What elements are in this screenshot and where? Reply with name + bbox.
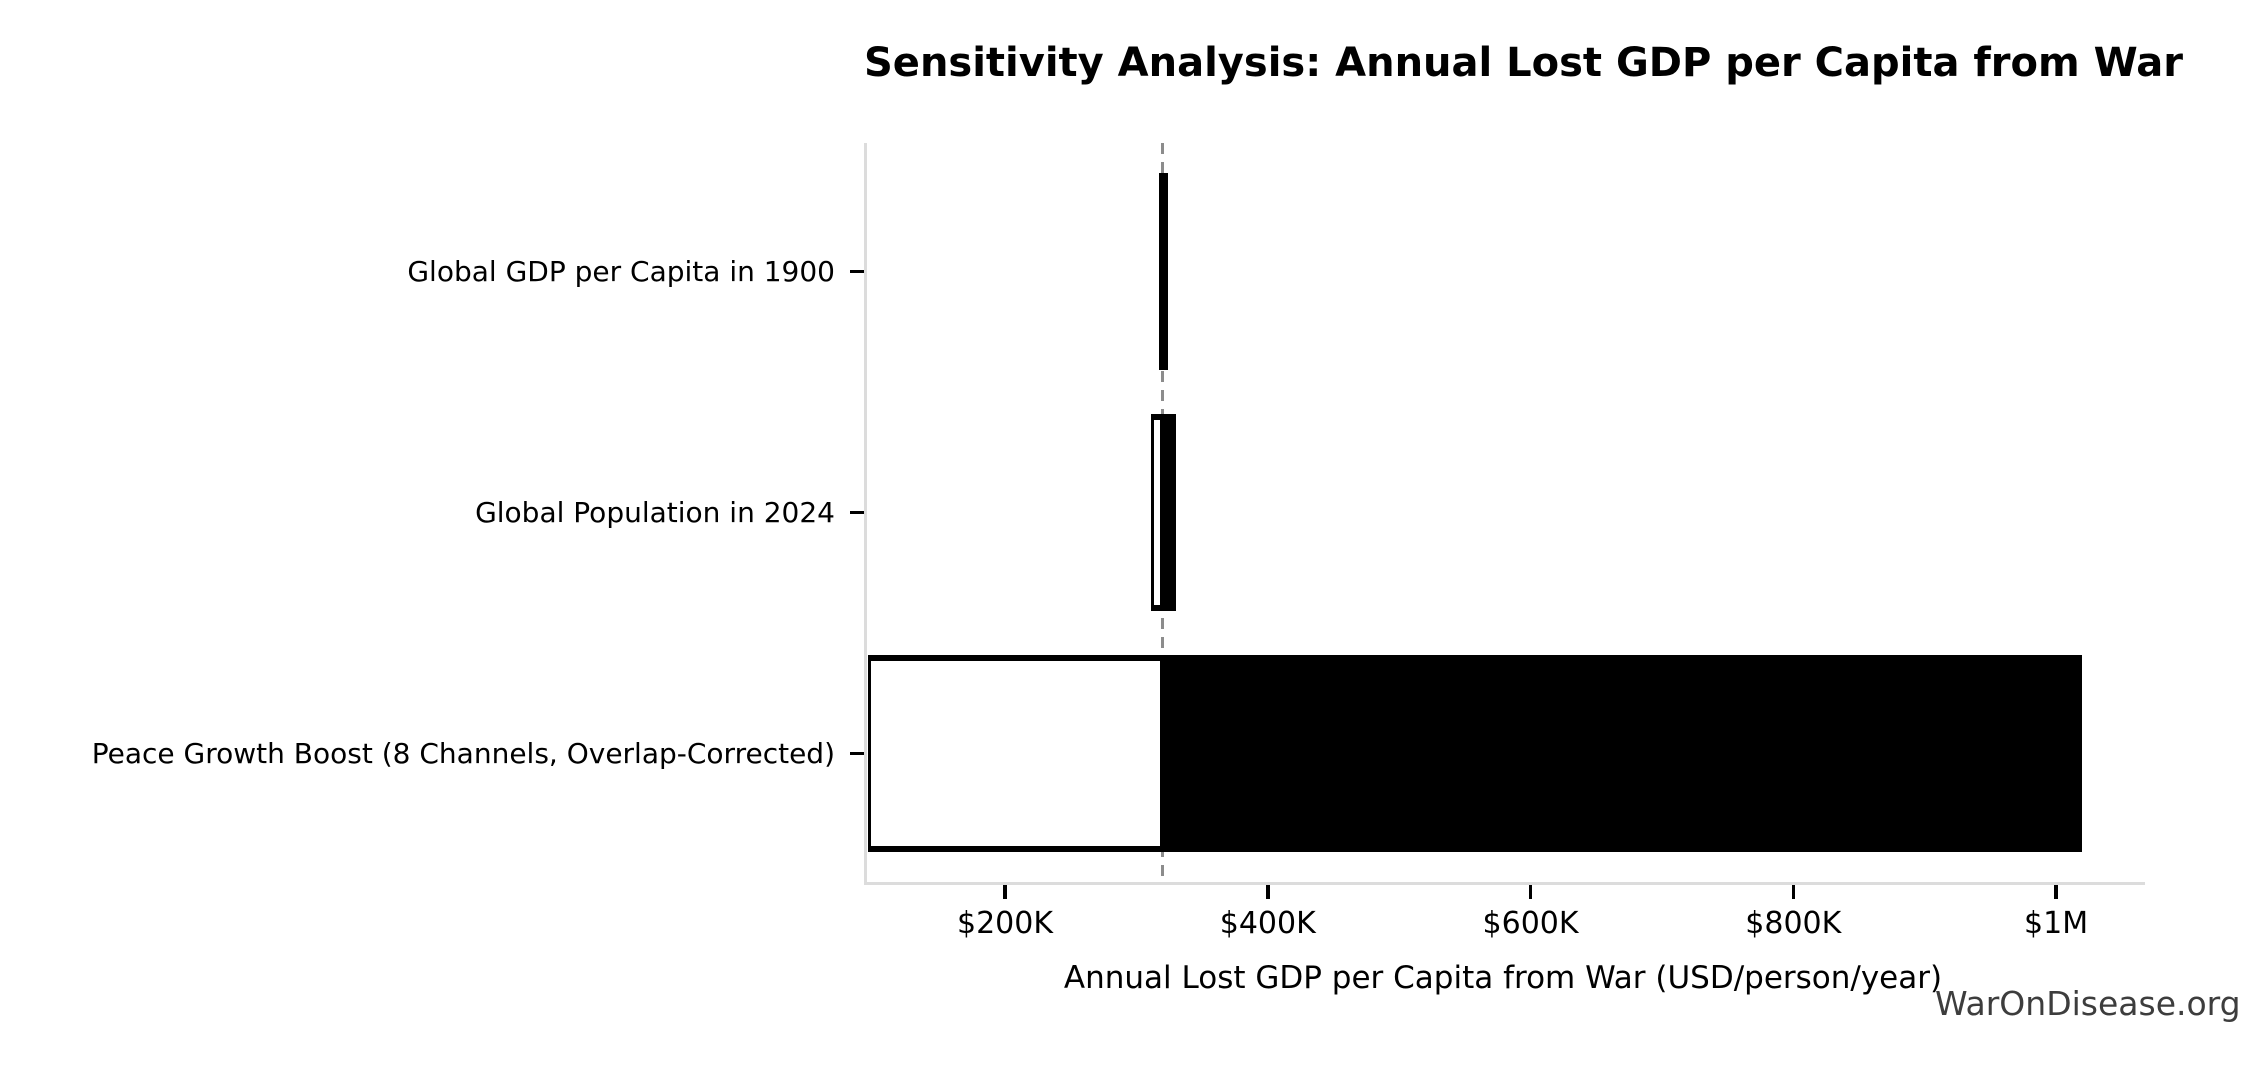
bar-high-segment (1162, 172, 1168, 371)
y-tick-label: Peace Growth Boost (8 Channels, Overlap-… (91, 736, 835, 770)
y-tick-mark (850, 752, 864, 755)
x-tick-label: $600K (1482, 906, 1579, 941)
plot-area (864, 143, 2145, 885)
watermark-text: WarOnDisease.org (1935, 984, 2241, 1023)
x-axis-label: Annual Lost GDP per Capita from War (USD… (1063, 960, 1943, 996)
x-tick-label: $400K (1219, 906, 1316, 941)
x-tick-label: $200K (956, 906, 1054, 941)
bar-low-segment (1158, 172, 1165, 371)
y-tick-label: Global Population in 2024 (475, 495, 835, 529)
x-tick-mark (1003, 885, 1007, 899)
x-tick-mark (1791, 885, 1796, 899)
chart-title: Sensitivity Analysis: Annual Lost GDP pe… (864, 40, 2184, 86)
bar-high-segment (1162, 654, 2083, 853)
bar-low-segment (1150, 413, 1163, 612)
x-tick-label: $800K (1745, 906, 1842, 941)
bar-high-segment (1162, 413, 1176, 612)
x-tick-mark (2054, 885, 2058, 899)
x-tick-label: $1M (2024, 906, 2089, 941)
y-tick-label: Global GDP per Capita in 1900 (407, 254, 835, 288)
bar-low-segment (868, 654, 1163, 853)
x-tick-mark (1266, 885, 1270, 899)
y-tick-mark (850, 511, 864, 514)
x-tick-mark (1528, 885, 1533, 899)
y-tick-mark (850, 270, 864, 273)
